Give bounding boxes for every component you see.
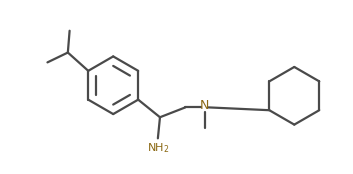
Text: N: N [200, 100, 209, 112]
Text: NH$_2$: NH$_2$ [146, 141, 169, 155]
